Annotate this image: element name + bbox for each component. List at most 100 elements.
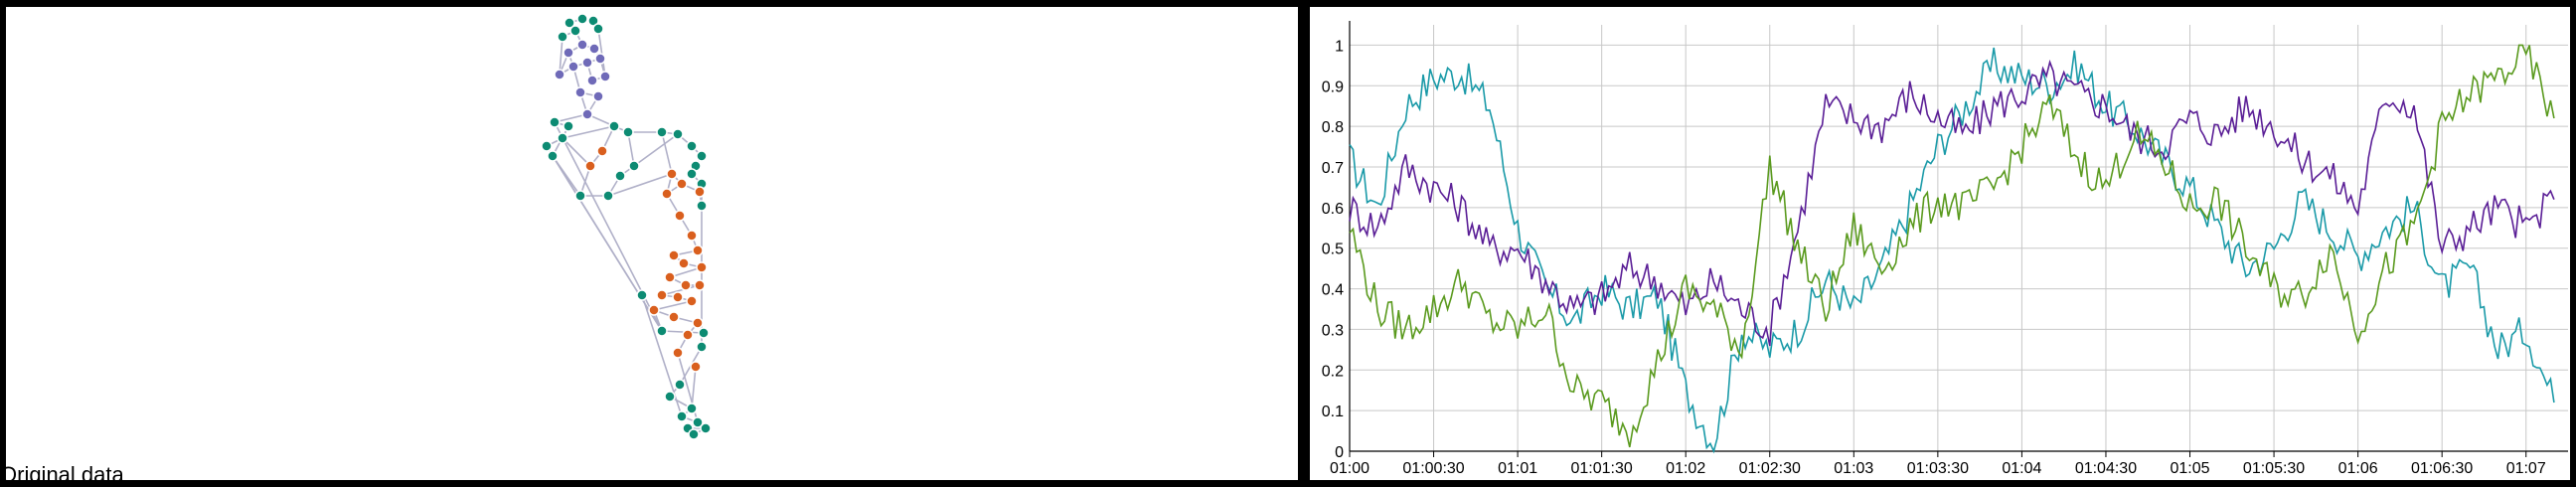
x-tick-label: 01:01: [1498, 460, 1537, 477]
graph-node: [554, 69, 565, 81]
y-tick-label: 0.4: [1322, 282, 1344, 299]
graph-node: [664, 271, 676, 283]
x-tick-label: 01:03: [1834, 460, 1873, 477]
graph-node: [628, 160, 640, 172]
x-tick-label: 01:04:30: [2075, 460, 2137, 477]
series-line-3: [1349, 44, 2555, 448]
graph-node: [588, 43, 600, 55]
y-tick-label: 0.3: [1322, 322, 1344, 339]
graph-node: [547, 150, 559, 162]
graph-node: [668, 311, 680, 323]
x-tick-label: 01:05: [2170, 460, 2209, 477]
graph-edge: [597, 28, 606, 78]
graph-node: [614, 170, 626, 182]
graph-edge: [633, 133, 679, 167]
graph-node: [584, 160, 596, 172]
graph-node: [594, 53, 606, 65]
graph-node: [700, 422, 712, 434]
x-tick-label: 01:05:30: [2243, 460, 2305, 477]
graph-node: [676, 410, 688, 422]
chart-tick-labels: 0 0.1 0.2 0.3 0.4 0.5 0.6 0.7 0.8 0.9 1 01:00 01:00:…: [1322, 38, 2546, 477]
network-graph: [541, 13, 712, 440]
graph-node: [696, 200, 708, 212]
graph-node: [602, 190, 614, 202]
graph-edge: [554, 121, 663, 332]
chart-grid: [1349, 25, 2568, 452]
y-tick-label: 0.9: [1322, 79, 1344, 95]
graph-edge: [559, 36, 564, 76]
graph-node: [672, 347, 684, 359]
graph-node: [694, 186, 706, 198]
series-line-2: [1349, 59, 2555, 347]
graph-node: [586, 75, 598, 86]
graph-nodes: [541, 13, 712, 440]
graph-edge: [607, 173, 673, 197]
graph-node: [694, 279, 706, 291]
graph-edge: [562, 137, 591, 167]
graph-node: [674, 379, 686, 391]
graph-node: [574, 86, 586, 98]
graph-node: [668, 249, 680, 261]
graph-node: [569, 25, 581, 37]
graph-node: [686, 140, 698, 152]
y-tick-label: 1: [1335, 38, 1344, 55]
y-tick-label: 0.5: [1322, 242, 1344, 258]
graph-node: [696, 261, 708, 273]
graph-node: [692, 317, 704, 329]
graph-node: [656, 126, 668, 138]
graph-node: [563, 120, 574, 132]
graph-node: [648, 304, 660, 316]
graph-node: [576, 13, 588, 25]
graph-node: [686, 403, 698, 414]
graph-node: [608, 120, 620, 132]
graph-edge: [562, 125, 615, 139]
graph-node: [672, 128, 684, 140]
graph-node: [549, 116, 561, 128]
panel-caption: Original data: [6, 462, 124, 480]
x-tick-label: 01:01:30: [1571, 460, 1633, 477]
y-tick-label: 0.8: [1322, 119, 1344, 136]
line-chart: 0 0.1 0.2 0.3 0.4 0.5 0.6 0.7 0.8 0.9 1 01:00 01:00:…: [1322, 21, 2568, 477]
x-tick-label: 01:00:30: [1402, 460, 1464, 477]
graph-node: [576, 39, 588, 51]
y-tick-label: 0.1: [1322, 404, 1344, 420]
graph-edge: [627, 131, 635, 167]
graph-node: [686, 295, 698, 307]
graph-node: [690, 361, 702, 373]
chart-series: [1349, 44, 2555, 454]
graph-node: [581, 57, 593, 69]
graph-node: [592, 90, 604, 102]
x-tick-label: 01:02: [1666, 460, 1705, 477]
graph-node: [661, 188, 673, 200]
graph-node: [581, 108, 593, 120]
graph-node: [698, 327, 710, 339]
graph-node: [557, 132, 568, 144]
graph-node: [686, 230, 698, 242]
graph-node: [592, 23, 604, 35]
x-tick-label: 01:06:30: [2411, 460, 2473, 477]
graph-node: [692, 244, 704, 256]
graph-node: [636, 289, 648, 301]
graph-node: [599, 71, 611, 82]
graph-node: [622, 126, 634, 138]
graph-node: [656, 289, 668, 301]
x-tick-label: 01:00: [1330, 460, 1369, 477]
graph-node: [696, 150, 708, 162]
graph-node: [587, 15, 599, 27]
graph-node: [557, 31, 568, 43]
graph-node: [680, 279, 692, 291]
graph-panel: Original data: [6, 7, 1298, 480]
graph-edge: [653, 300, 693, 311]
x-tick-label: 01:03:30: [1907, 460, 1969, 477]
x-tick-label: 01:06: [2338, 460, 2378, 477]
graph-node: [564, 17, 575, 29]
y-tick-label: 0: [1335, 444, 1344, 461]
x-tick-label: 01:04: [2002, 460, 2041, 477]
graph-node: [688, 428, 700, 440]
graph-edge: [661, 284, 701, 296]
graph-node: [656, 325, 668, 337]
graph-edge: [661, 330, 705, 334]
chart-panel: 0 0.1 0.2 0.3 0.4 0.5 0.6 0.7 0.8 0.9 1 01:00 01:00:…: [1310, 7, 2570, 480]
x-tick-label: 01:02:30: [1739, 460, 1801, 477]
graph-node: [676, 178, 688, 190]
